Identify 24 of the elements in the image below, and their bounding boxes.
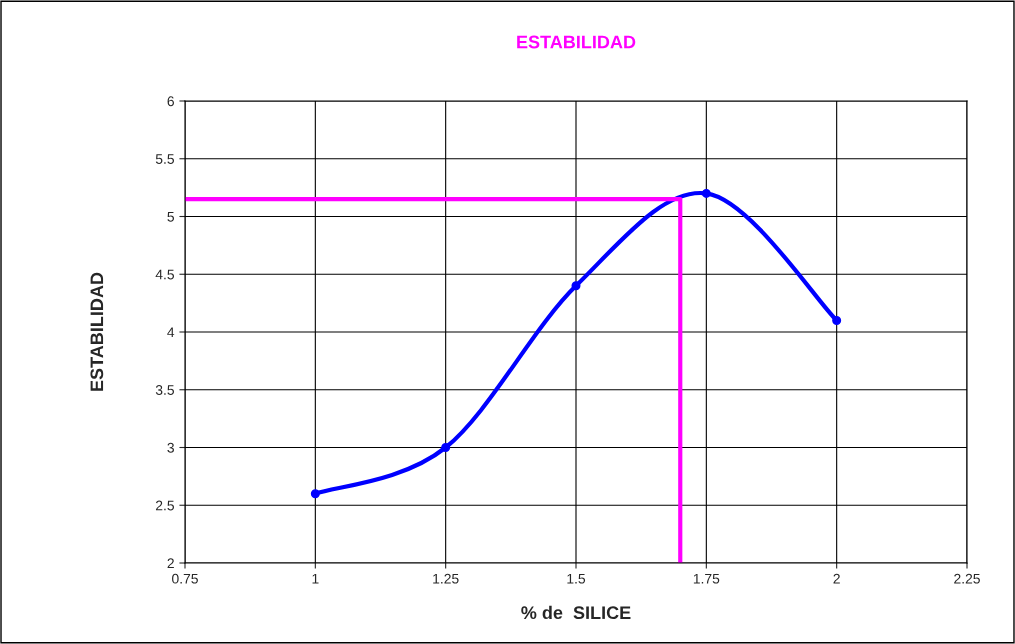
y-tick-label: 3.5 bbox=[155, 385, 174, 395]
y-tick-label: 3 bbox=[167, 442, 174, 453]
x-tick-label: 1.5 bbox=[567, 573, 586, 584]
x-tick-label: 2 bbox=[833, 573, 840, 584]
point bbox=[441, 443, 451, 452]
y-tick-label: 2 bbox=[167, 558, 174, 569]
x-tick-label: 1 bbox=[312, 573, 319, 584]
y-tick-label: 4.5 bbox=[155, 269, 174, 280]
point bbox=[701, 188, 711, 198]
point bbox=[310, 489, 320, 499]
point bbox=[571, 281, 581, 291]
point bbox=[832, 315, 842, 325]
chart-title: ESTABILIDAD bbox=[517, 35, 636, 49]
x-tick-label: 0.75 bbox=[172, 573, 198, 584]
y-tick-label: 5.5 bbox=[155, 154, 174, 164]
y-axis-title: ESTABILIDAD bbox=[90, 272, 104, 391]
x-tick-label: 1.75 bbox=[693, 573, 720, 584]
x-tick-label: 1.25 bbox=[433, 573, 459, 584]
y-tick-label: 5 bbox=[167, 211, 174, 222]
y-tick-label: 2.5 bbox=[155, 500, 174, 511]
y-tick-label: 6 bbox=[167, 96, 174, 107]
x-axis-title: % de SILICE bbox=[521, 605, 631, 620]
y-tick-label: 4 bbox=[167, 327, 175, 338]
x-tick-label: 2.25 bbox=[954, 573, 980, 584]
